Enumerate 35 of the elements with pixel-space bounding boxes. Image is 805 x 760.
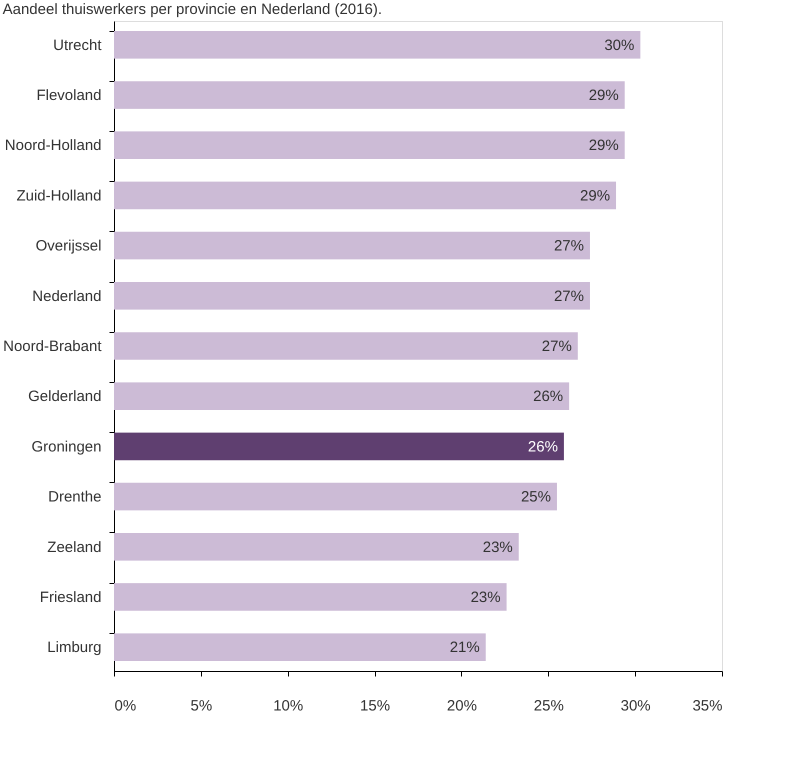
data-label: 23% <box>470 588 501 606</box>
data-label: 27% <box>554 238 584 255</box>
x-tick-label: 10% <box>273 698 304 714</box>
x-tick-label: 25% <box>534 698 564 714</box>
y-tick-label: Gelderland <box>28 388 102 406</box>
chart-title: Aandeel thuiswerkers per provincie en Nederland (2016). <box>2 1 382 18</box>
y-tick-label: Noord-Holland <box>4 137 102 154</box>
data-label: 29% <box>588 87 619 104</box>
y-tick-label: Zeeland <box>47 538 102 556</box>
data-label: 30% <box>604 36 634 54</box>
y-tick-label: Noord-Brabant <box>3 338 102 355</box>
data-label: 25% <box>520 488 551 506</box>
x-tick-label: 20% <box>446 698 477 714</box>
y-tick-label: Drenthe <box>48 488 102 506</box>
x-tick-label: 30% <box>620 698 651 714</box>
x-tick-label: 0% <box>114 698 136 714</box>
y-tick-label: Nederland <box>32 288 102 305</box>
data-label: 26% <box>528 438 558 456</box>
y-tick-label: Zuid-Holland <box>16 187 102 204</box>
y-tick-label: Flevoland <box>36 87 102 104</box>
y-tick-label: Utrecht <box>53 36 102 54</box>
x-tick-label: 35% <box>692 698 722 714</box>
data-label: 29% <box>588 137 619 154</box>
data-label: 27% <box>554 288 584 305</box>
data-label: 23% <box>482 538 513 556</box>
x-tick-label: 15% <box>360 698 390 714</box>
data-label: 29% <box>580 187 610 204</box>
data-label: 21% <box>450 639 480 656</box>
data-label: 26% <box>533 388 564 406</box>
y-tick-label: Limburg <box>47 639 102 656</box>
y-tick-label: Overijssel <box>36 238 102 255</box>
data-label: 27% <box>542 338 572 355</box>
x-tick-label: 5% <box>190 698 212 714</box>
y-tick-label: Friesland <box>40 588 102 606</box>
y-tick-label: Groningen <box>31 438 102 456</box>
